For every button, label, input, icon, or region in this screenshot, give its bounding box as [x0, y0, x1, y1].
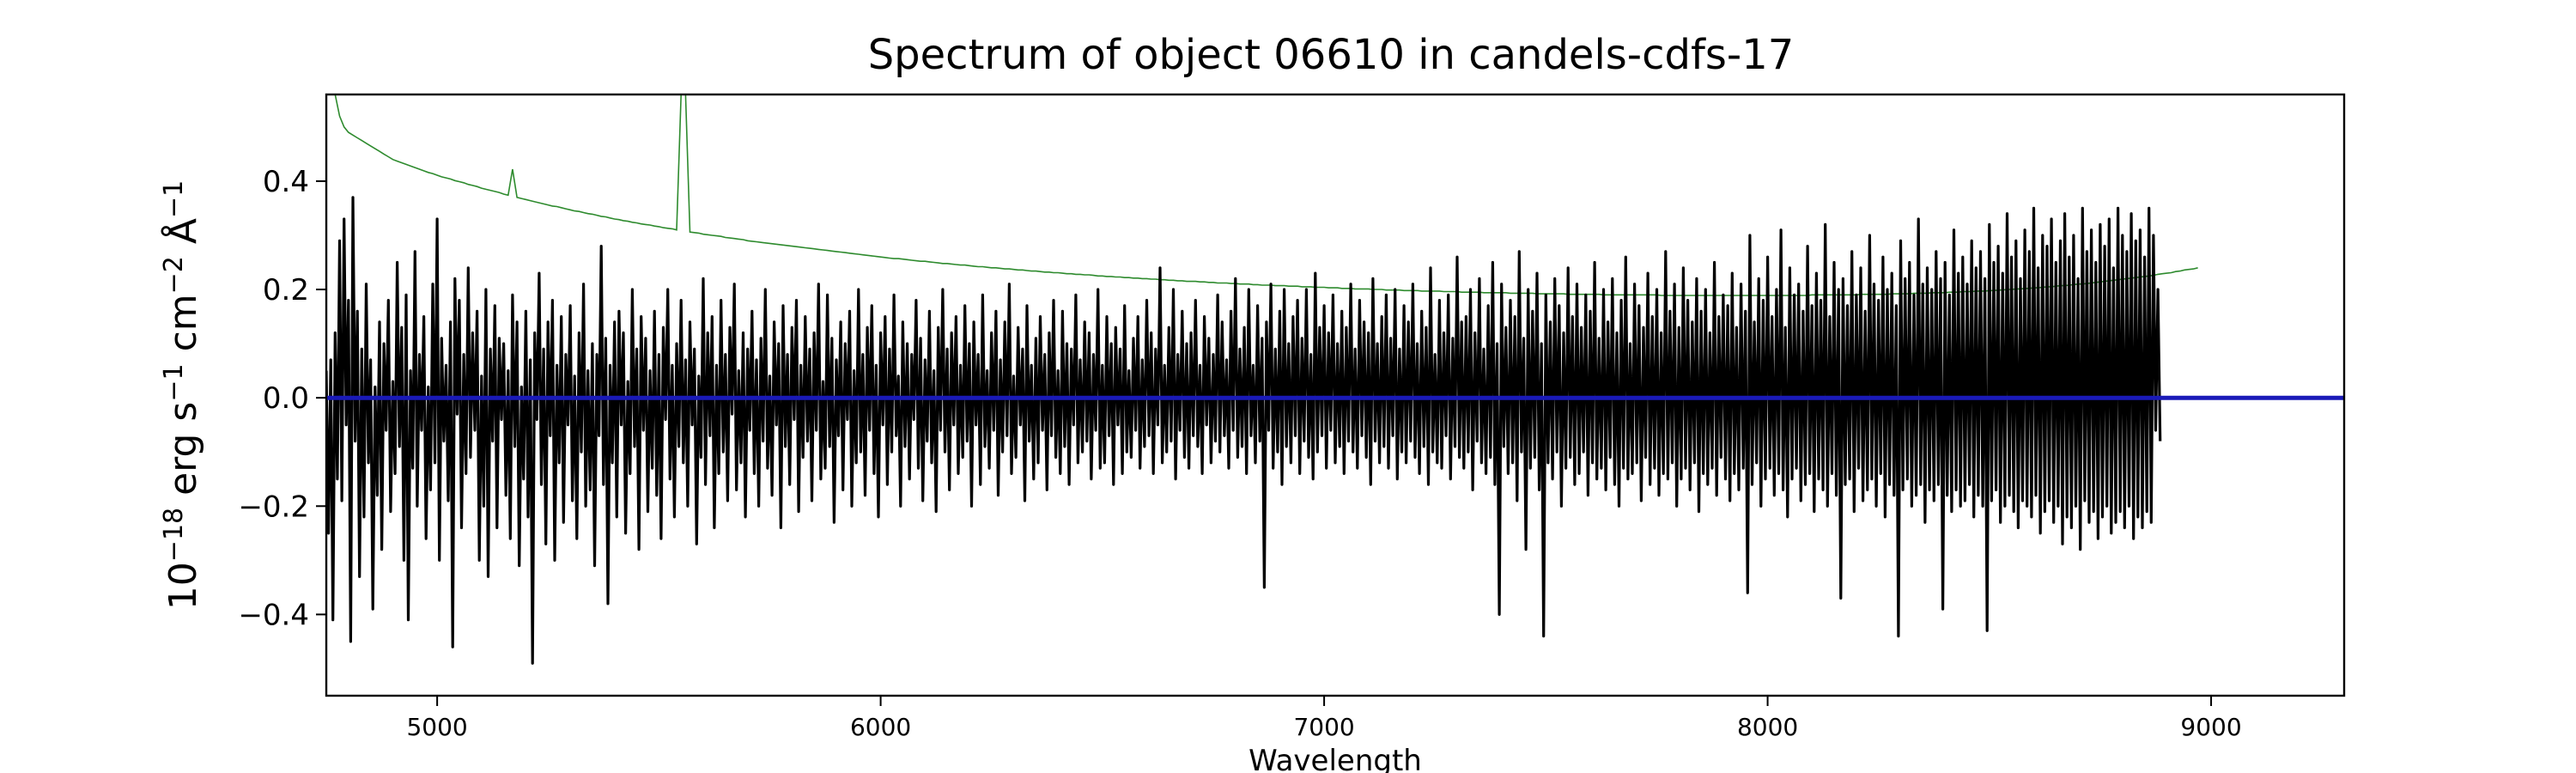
plot-frame	[325, 93, 2346, 697]
y-axis-label-t2: cm	[161, 294, 205, 363]
y-axis-label-exp3: −2	[159, 256, 189, 294]
y-axis-label-t1: erg s	[161, 402, 205, 508]
series-error-line	[326, 94, 2198, 296]
x-tick-label: 8000	[1737, 713, 1798, 741]
chart-title: Spectrum of object 06610 in candels-cdfs…	[868, 31, 1795, 79]
x-tick-label: 7000	[1293, 713, 1354, 741]
x-tick-label: 5000	[406, 713, 467, 741]
series-layer	[326, 94, 2344, 665]
y-axis-label: 10−18 erg s−1 cm−2 Å−1	[159, 180, 205, 610]
series-flux-line	[326, 196, 2162, 665]
y-tick-label: 0.2	[263, 273, 309, 307]
y-axis-label-base: 10	[161, 562, 205, 610]
y-axis-label-t3: Å	[160, 218, 205, 256]
x-tick-label: 6000	[850, 713, 911, 741]
y-axis-label-exp1: −18	[159, 508, 189, 562]
y-tick-label: 0.4	[263, 165, 309, 199]
y-axis-label-exp2: −1	[159, 363, 189, 401]
y-axis: −0.4 −0.2 0.0 0.2 0.4	[238, 165, 326, 632]
x-axis: 5000 6000 7000 8000 9000	[406, 696, 2242, 741]
x-axis-label: Wavelength	[1249, 744, 1422, 773]
y-tick-label: 0.0	[263, 381, 309, 416]
y-axis-label-exp4: −1	[159, 180, 189, 218]
y-tick-label: −0.4	[238, 598, 309, 632]
y-tick-label: −0.2	[238, 490, 309, 524]
x-tick-label: 9000	[2180, 713, 2241, 741]
